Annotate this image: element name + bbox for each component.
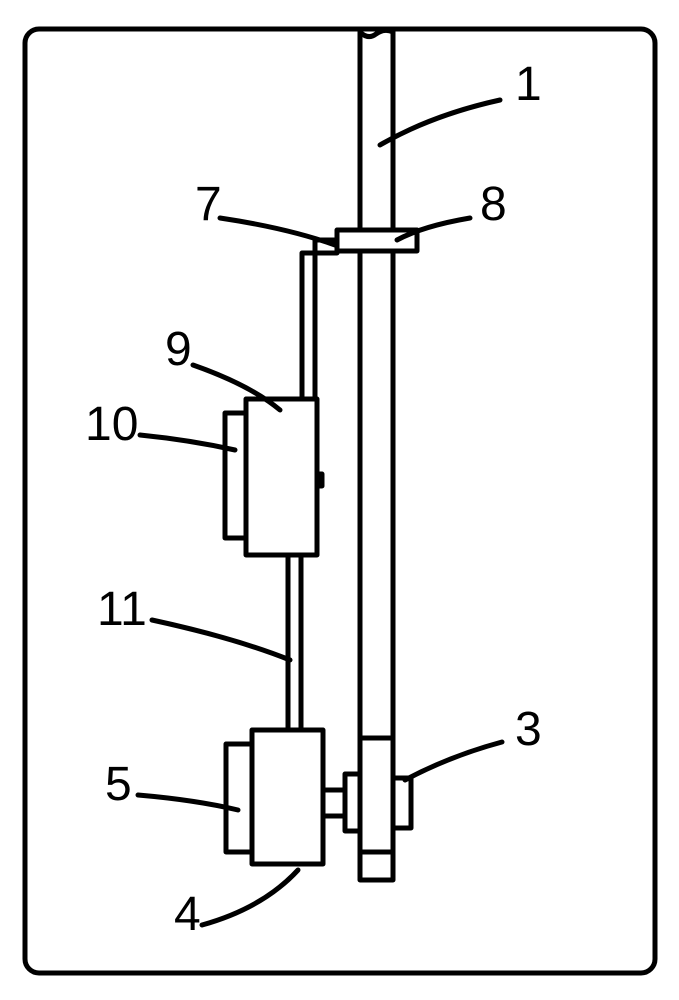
label-4: 4 bbox=[174, 888, 201, 941]
part-cyl_upper_main bbox=[246, 399, 317, 555]
leader-7 bbox=[220, 218, 335, 245]
part-main_shaft_top bbox=[360, 30, 393, 230]
label-7: 7 bbox=[195, 178, 222, 231]
leader-1 bbox=[380, 100, 500, 145]
label-9: 9 bbox=[165, 323, 192, 376]
part-main_shaft_lower bbox=[360, 738, 393, 852]
part-main_shaft_mid bbox=[360, 251, 393, 738]
label-3: 3 bbox=[515, 703, 542, 756]
label-11: 11 bbox=[97, 583, 147, 636]
part-cyl_lower_flange bbox=[226, 744, 252, 852]
part-cyl_lower_main bbox=[252, 730, 323, 864]
label-8: 8 bbox=[480, 178, 507, 231]
leader-4 bbox=[202, 870, 298, 925]
part-cyl_upper_flange bbox=[225, 413, 246, 538]
part-collar bbox=[337, 230, 417, 251]
label-10: 10 bbox=[85, 398, 138, 451]
leader-5 bbox=[138, 795, 238, 810]
part-main_shaft_tip bbox=[360, 852, 393, 880]
frame bbox=[25, 29, 655, 973]
part-rod bbox=[288, 555, 301, 730]
part-disc_right bbox=[393, 778, 411, 828]
part-disc_left bbox=[345, 774, 360, 831]
label-5: 5 bbox=[105, 758, 132, 811]
leader-11 bbox=[152, 620, 290, 660]
label-1: 1 bbox=[515, 58, 542, 111]
leader-10 bbox=[140, 435, 235, 450]
part-axle_sleeve bbox=[323, 790, 345, 816]
leader-3 bbox=[405, 742, 502, 780]
